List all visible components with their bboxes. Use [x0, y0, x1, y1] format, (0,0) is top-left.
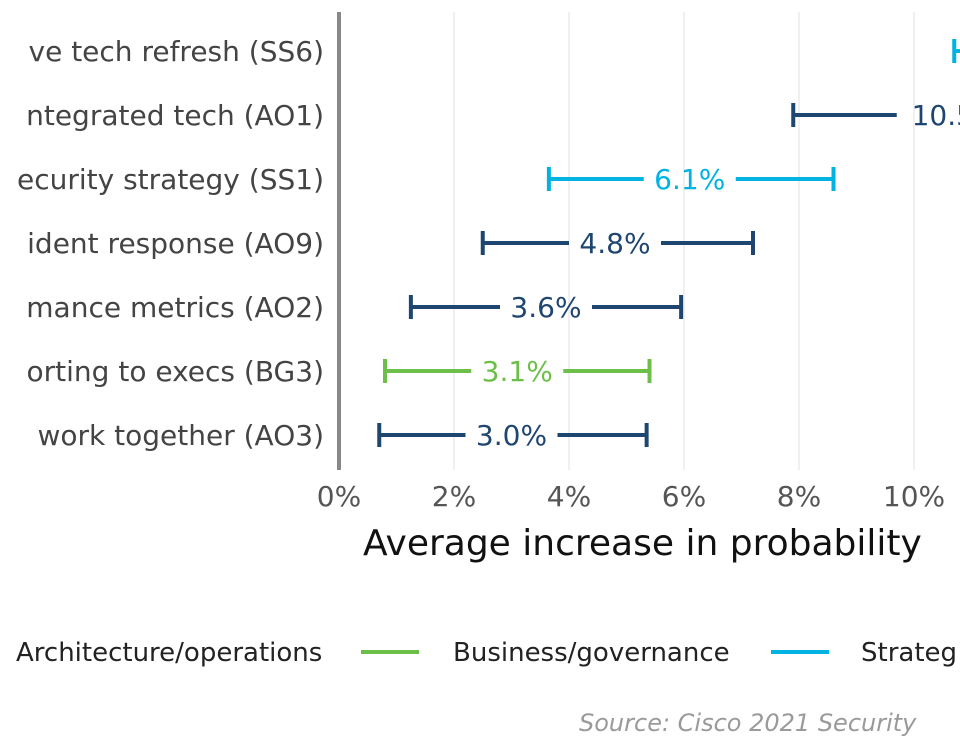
- x-tick-label: 8%: [777, 480, 821, 513]
- source-note: Source: Cisco 2021 Security: [579, 709, 917, 737]
- x-axis-title: Average increase in probability: [363, 523, 922, 564]
- error-bar: [952, 39, 960, 63]
- category-label: ident response (AO9): [27, 227, 324, 260]
- error-bars: 10.5 6.1%4.8% 3.6% 3.1% 3.0%: [377, 39, 960, 452]
- value-label: 3.1%: [482, 355, 553, 388]
- x-tick-labels: 0% 2% 4% 6% 8% 10%: [317, 480, 945, 513]
- error-bar: 4.8%: [480, 227, 755, 260]
- x-tick-label: 2%: [432, 480, 476, 513]
- x-tick-label: 4%: [547, 480, 591, 513]
- category-labels: ve tech refresh (SS6) ntegrated tech (AO1…: [17, 35, 324, 452]
- value-label: 4.8%: [579, 227, 650, 260]
- x-tick-label: 0%: [317, 480, 361, 513]
- error-bar: 10.5: [791, 99, 960, 132]
- category-label: work together (AO3): [38, 419, 325, 452]
- legend: Architecture/operations Business/governa…: [16, 638, 957, 668]
- category-label: orting to execs (BG3): [27, 355, 324, 388]
- category-label: ve tech refresh (SS6): [29, 35, 325, 68]
- value-label: 10.5: [912, 99, 960, 132]
- error-bar: 3.1%: [383, 355, 652, 388]
- x-tick-label: 10%: [883, 480, 945, 513]
- error-bar: 6.1%: [546, 163, 836, 196]
- value-label: 3.0%: [476, 419, 547, 452]
- error-bar: 3.6%: [408, 291, 684, 324]
- value-label: 6.1%: [654, 163, 725, 196]
- x-tick-label: 6%: [662, 480, 706, 513]
- legend-label-architecture: Architecture/operations: [16, 638, 322, 668]
- legend-label-strategy: Strateg: [861, 638, 957, 668]
- error-bar: 3.0%: [377, 419, 649, 452]
- category-label: mance metrics (AO2): [26, 291, 324, 324]
- category-label: ecurity strategy (SS1): [17, 163, 324, 196]
- category-label: ntegrated tech (AO1): [26, 99, 324, 132]
- value-label: 3.6%: [510, 291, 581, 324]
- legend-label-business: Business/governance: [453, 638, 730, 668]
